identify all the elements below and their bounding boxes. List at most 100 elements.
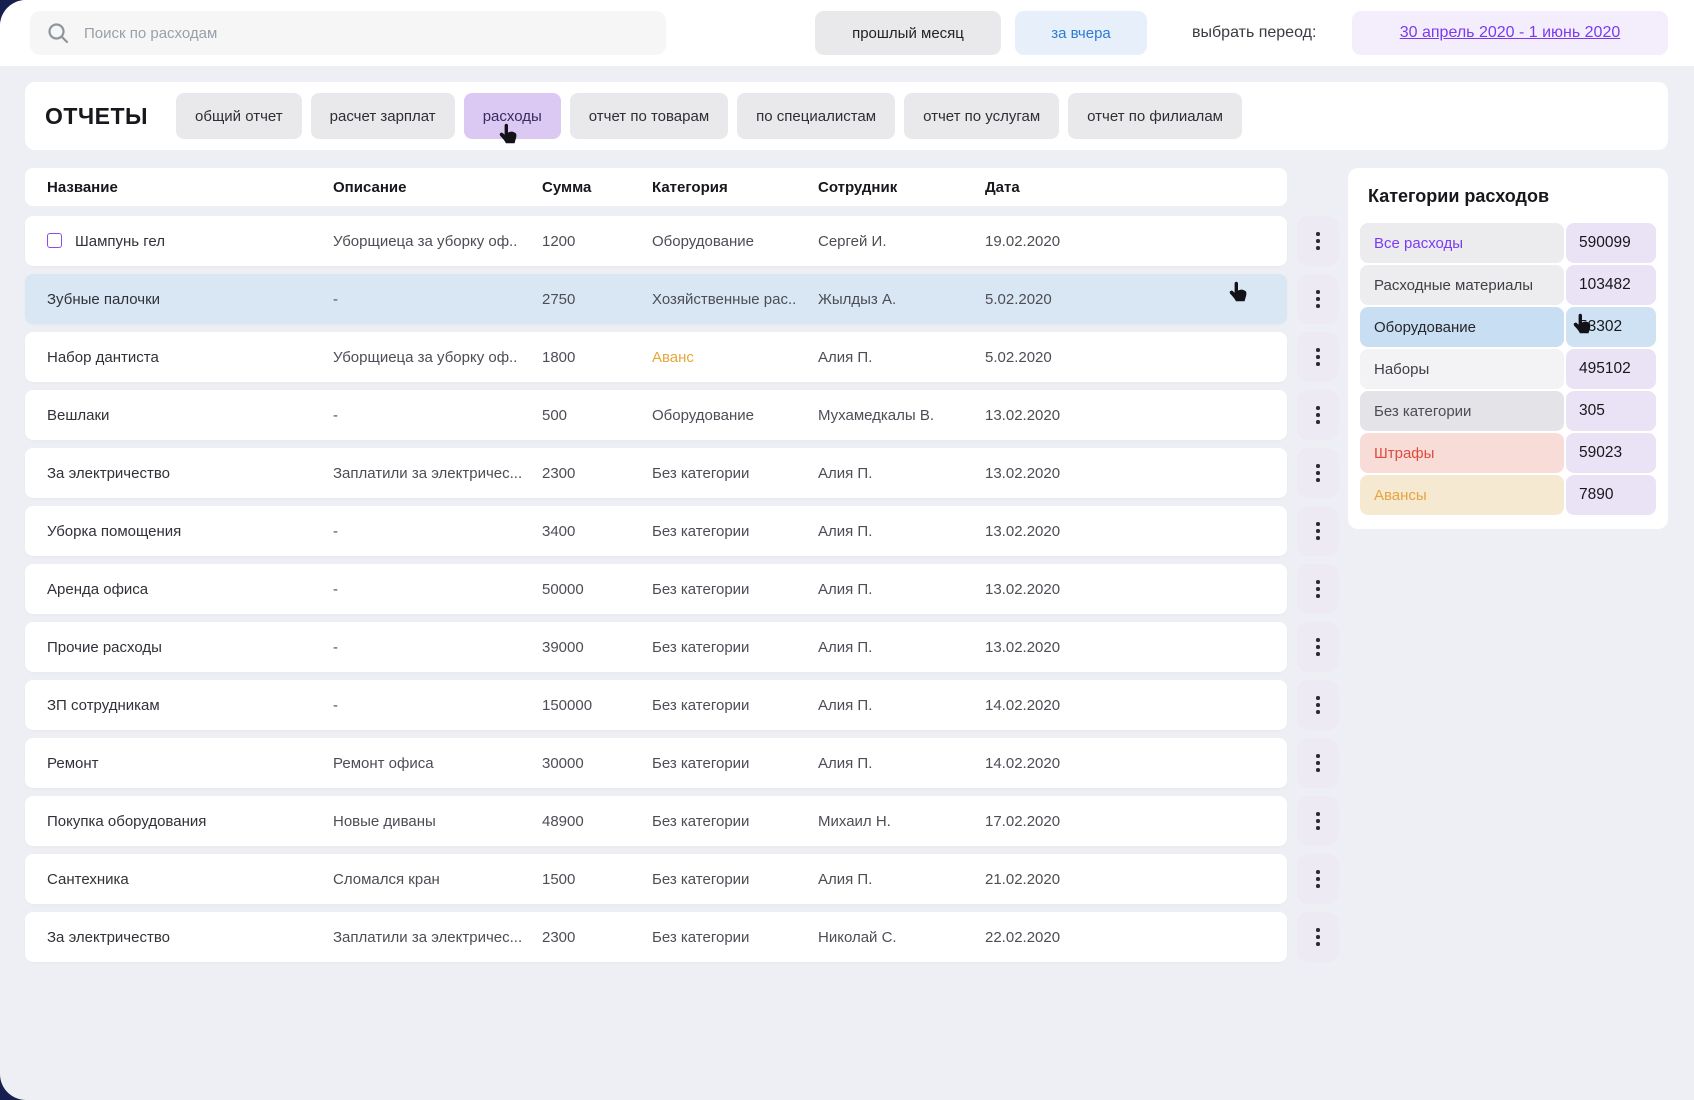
- row-menu-button[interactable]: [1297, 506, 1339, 556]
- cell-employee: Николай С.: [818, 928, 897, 946]
- cell-date: 13.02.2020: [985, 406, 1061, 424]
- expense-row[interactable]: За электричество Заплатили за электричес.…: [25, 448, 1287, 498]
- cell-employee: Алия П.: [818, 754, 873, 772]
- category-item[interactable]: Все расходы 590099: [1360, 223, 1656, 263]
- search-input-wrap[interactable]: [30, 11, 666, 55]
- cell-description: -: [333, 290, 338, 308]
- category-item[interactable]: Штрафы 59023: [1360, 433, 1656, 473]
- table-row: Аренда офиса - 50000 Без категории Алия П. 13…: [25, 564, 1339, 614]
- column-header: Сотрудник: [818, 178, 898, 196]
- cell-date: 13.02.2020: [985, 522, 1061, 540]
- categories-panel: Категории расходов Все расходы 590099 Расх…: [1348, 168, 1668, 529]
- cell-description: Заплатили за электричес...: [333, 928, 523, 946]
- row-menu-button[interactable]: [1297, 216, 1339, 266]
- tab-report-1[interactable]: расчет зарплат: [310, 93, 455, 139]
- expense-row[interactable]: Покупка оборудования Новые диваны 48900 Без…: [25, 796, 1287, 846]
- row-menu-button[interactable]: [1297, 796, 1339, 846]
- last-month-button[interactable]: прошлый месяц: [815, 11, 1001, 55]
- cell-date: 21.02.2020: [985, 870, 1061, 888]
- column-header: Описание: [333, 178, 407, 196]
- expense-name: Сантехника: [47, 870, 129, 888]
- expense-name: Уборка помощения: [47, 522, 182, 540]
- cell-date: 17.02.2020: [985, 812, 1061, 830]
- period-value-button[interactable]: 30 апрель 2020 - 1 июнь 2020: [1352, 11, 1668, 55]
- cell-amount: 500: [542, 406, 568, 424]
- tab-report-0[interactable]: общий отчет: [176, 93, 302, 139]
- row-menu-button[interactable]: [1297, 738, 1339, 788]
- category-item[interactable]: Оборудование 53302: [1360, 307, 1656, 347]
- cell-amount: 2300: [542, 928, 576, 946]
- row-menu-button[interactable]: [1297, 390, 1339, 440]
- expense-row[interactable]: Вешлаки - 500 Оборудование Мухамедкалы В. 13.…: [25, 390, 1287, 440]
- cell-date: 13.02.2020: [985, 638, 1061, 656]
- row-menu-button[interactable]: [1297, 564, 1339, 614]
- period-label: выбрать переод:: [1192, 24, 1317, 41]
- cell-description: -: [333, 580, 338, 598]
- table-row: Сантехника Сломался кран 1500 Без категории…: [25, 854, 1339, 904]
- cell-date: 13.02.2020: [985, 580, 1061, 598]
- expense-row[interactable]: ЗП сотрудникам - 150000 Без категории Алия П…: [25, 680, 1287, 730]
- expense-row[interactable]: За электричество Заплатили за электричес.…: [25, 912, 1287, 962]
- expense-row[interactable]: Набор дантиста Уборщиеца за уборку оф.. 18…: [25, 332, 1287, 382]
- tab-report-6[interactable]: отчет по филиалам: [1068, 93, 1242, 139]
- category-label: Авансы: [1360, 475, 1564, 515]
- expense-row[interactable]: Прочие расходы - 39000 Без категории Алия П.…: [25, 622, 1287, 672]
- cell-date: 14.02.2020: [985, 696, 1061, 714]
- category-item[interactable]: Расходные материалы 103482: [1360, 265, 1656, 305]
- category-value: 59023: [1566, 433, 1656, 473]
- topbar: прошлый месяц за вчера выбрать переод: 3…: [0, 0, 1694, 66]
- cell-amount: 3400: [542, 522, 576, 540]
- cell-amount: 1500: [542, 870, 576, 888]
- tab-report-5[interactable]: отчет по услугам: [904, 93, 1060, 139]
- category-item[interactable]: Наборы 495102: [1360, 349, 1656, 389]
- expense-row[interactable]: Аренда офиса - 50000 Без категории Алия П. 13…: [25, 564, 1287, 614]
- cell-employee: Михаил Н.: [818, 812, 891, 830]
- row-menu-button[interactable]: [1297, 332, 1339, 382]
- cell-name: Набор дантиста: [47, 349, 333, 366]
- row-menu-button[interactable]: [1297, 912, 1339, 962]
- category-value: 53302: [1566, 307, 1656, 347]
- expense-row[interactable]: Сантехника Сломался кран 1500 Без категории…: [25, 854, 1287, 904]
- cell-name: Сантехника: [47, 871, 333, 888]
- expense-row[interactable]: Уборка помощения - 3400 Без категории Алия П…: [25, 506, 1287, 556]
- row-menu-button[interactable]: [1297, 274, 1339, 324]
- cell-name: За электричество: [47, 929, 333, 946]
- cell-amount: 2750: [542, 290, 576, 308]
- tab-report-3[interactable]: отчет по товарам: [569, 93, 729, 139]
- cell-description: Ремонт офиса: [333, 754, 434, 772]
- column-header: Название: [47, 178, 118, 196]
- cell-date: 5.02.2020: [985, 348, 1052, 366]
- cell-date: 13.02.2020: [985, 464, 1061, 482]
- row-menu-button[interactable]: [1297, 854, 1339, 904]
- row-checkbox[interactable]: [47, 232, 62, 248]
- cell-amount: 150000: [542, 696, 593, 714]
- category-item[interactable]: Авансы 7890: [1360, 475, 1656, 515]
- table-row: Ремонт Ремонт офиса 30000 Без категории Алия…: [25, 738, 1339, 788]
- cell-employee: Жылдыз А.: [818, 290, 897, 308]
- cell-category: Без категории: [652, 754, 750, 772]
- category-value: 590099: [1566, 223, 1656, 263]
- cell-amount: 1800: [542, 348, 576, 366]
- expense-row[interactable]: Шампунь гел Уборщиеца за уборку оф.. 1200 О…: [25, 216, 1287, 266]
- reports-card: ОТЧЕТЫ общий отчет расчет зарплат расходы о…: [25, 82, 1668, 150]
- row-menu-button[interactable]: [1297, 448, 1339, 498]
- expense-row[interactable]: Зубные палочки - 2750 Хозяйственные рас.. Жы…: [25, 274, 1287, 324]
- cell-category: Без категории: [652, 928, 750, 946]
- category-item[interactable]: Без категории 305: [1360, 391, 1656, 431]
- cell-description: Новые диваны: [333, 812, 436, 830]
- row-menu-button[interactable]: [1297, 680, 1339, 730]
- yesterday-button[interactable]: за вчера: [1015, 11, 1147, 55]
- cell-category: Оборудование: [652, 406, 755, 424]
- table-row: Шампунь гел Уборщиеца за уборку оф.. 1200 О…: [25, 216, 1339, 266]
- cell-employee: Алия П.: [818, 522, 873, 540]
- cell-description: Заплатили за электричес...: [333, 464, 523, 482]
- search-input[interactable]: [84, 24, 652, 42]
- cell-category: Без категории: [652, 696, 750, 714]
- cell-name: Покупка оборудования: [47, 813, 333, 830]
- tab-report-2[interactable]: расходы: [463, 93, 561, 139]
- expense-row[interactable]: Ремонт Ремонт офиса 30000 Без категории Алия…: [25, 738, 1287, 788]
- tab-report-4[interactable]: по специалистам: [737, 93, 896, 139]
- row-menu-button[interactable]: [1297, 622, 1339, 672]
- cell-name: Уборка помощения: [47, 523, 333, 540]
